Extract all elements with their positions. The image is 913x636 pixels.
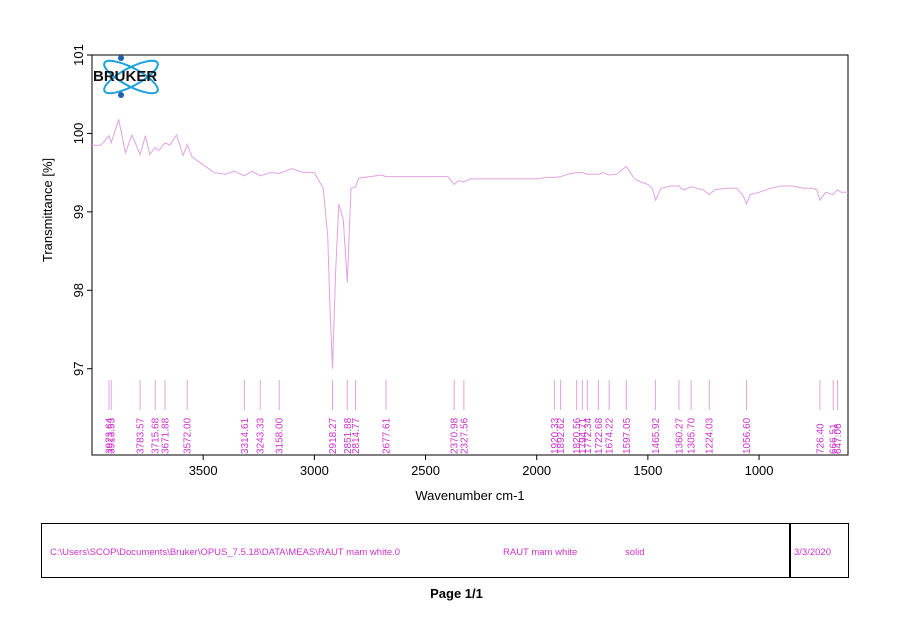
spectrum-line xyxy=(92,119,848,369)
bruker-logo: BRUKER xyxy=(93,55,159,98)
x-tick-label: 3500 xyxy=(189,463,218,478)
y-tick-label: 99 xyxy=(71,205,86,219)
y-tick-label: 97 xyxy=(71,361,86,375)
logo-dot-bottom xyxy=(118,92,124,98)
x-tick-label: 3000 xyxy=(300,463,329,478)
peak-label: 2918.27 xyxy=(328,417,339,454)
peak-label: 2851.88 xyxy=(343,417,354,454)
y-axis: 97 98 99 100 101 xyxy=(71,44,92,376)
page-number: Page 1/1 xyxy=(430,586,483,601)
file-path: C:\Users\SCOP\Documents\Bruker\OPUS_7.5.… xyxy=(50,547,401,558)
footer-divider xyxy=(789,524,791,577)
logo-text: BRUKER xyxy=(93,68,157,85)
peak-label: 726.40 xyxy=(815,423,826,454)
peak-label: 2677.61 xyxy=(382,417,393,454)
y-axis-label: Transmittance [%] xyxy=(40,158,55,262)
measurement-date: 3/3/2020 xyxy=(794,547,831,558)
x-tick-label: 2500 xyxy=(411,463,440,478)
peak-label: 666.51 xyxy=(829,423,840,454)
peak-label: 1892.62 xyxy=(556,417,567,454)
logo-orbit-2 xyxy=(103,59,159,95)
sample-name: RAUT mam white xyxy=(503,547,578,558)
peak-label: 1360.27 xyxy=(674,417,685,454)
peak-label: 3243.33 xyxy=(256,417,267,454)
spectrum-chart: 97 98 99 100 101 3500 3000 2500 2000 1500 1000 39… xyxy=(40,44,849,503)
peak-label: 3783.57 xyxy=(136,417,147,454)
x-axis-label: Wavenumber cm-1 xyxy=(415,488,524,503)
peak-label: 1597.05 xyxy=(622,417,633,454)
peak-label: 3158.00 xyxy=(275,417,286,454)
peak-label: 1920.33 xyxy=(550,417,561,454)
peak-label: 3671.88 xyxy=(160,417,171,454)
peak-label: 1465.92 xyxy=(651,417,662,454)
info-footer: C:\Users\SCOP\Documents\Bruker\OPUS_7.5.… xyxy=(41,523,849,578)
sample-form: solid xyxy=(625,547,645,558)
y-tick-label: 101 xyxy=(71,44,86,66)
logo-orbit-1 xyxy=(103,59,159,95)
peak-label: 3572.00 xyxy=(183,417,194,454)
peak-label: 2327.56 xyxy=(459,417,470,454)
logo-dot-top xyxy=(118,55,124,61)
peak-label: 647.06 xyxy=(833,423,844,454)
peak-label: 1772.34 xyxy=(583,417,594,454)
peak-label: 1722.68 xyxy=(594,417,605,454)
peak-label: 1820.56 xyxy=(572,417,583,454)
x-axis: 3500 3000 2500 2000 1500 1000 xyxy=(189,455,774,478)
peak-label: 3314.61 xyxy=(240,417,251,454)
x-tick-label: 1000 xyxy=(745,463,774,478)
peak-label: 1794.71 xyxy=(578,417,589,454)
y-tick-label: 100 xyxy=(71,123,86,145)
peak-label: 2370.98 xyxy=(450,417,461,454)
x-tick-label: 2000 xyxy=(522,463,551,478)
peak-label: 3913.53 xyxy=(107,417,118,454)
plot-frame xyxy=(91,54,849,456)
peak-label: 3923.64 xyxy=(104,417,115,454)
peak-label: 1305.70 xyxy=(687,417,698,454)
peak-label: 3715.68 xyxy=(151,417,162,454)
x-tick-label: 1500 xyxy=(633,463,662,478)
peak-label: 1224.03 xyxy=(705,417,716,454)
peak-label: 2814.77 xyxy=(351,417,362,454)
y-tick-label: 98 xyxy=(71,283,86,297)
peak-label: 1674.22 xyxy=(605,417,616,454)
peak-label: 1056.60 xyxy=(742,417,753,454)
